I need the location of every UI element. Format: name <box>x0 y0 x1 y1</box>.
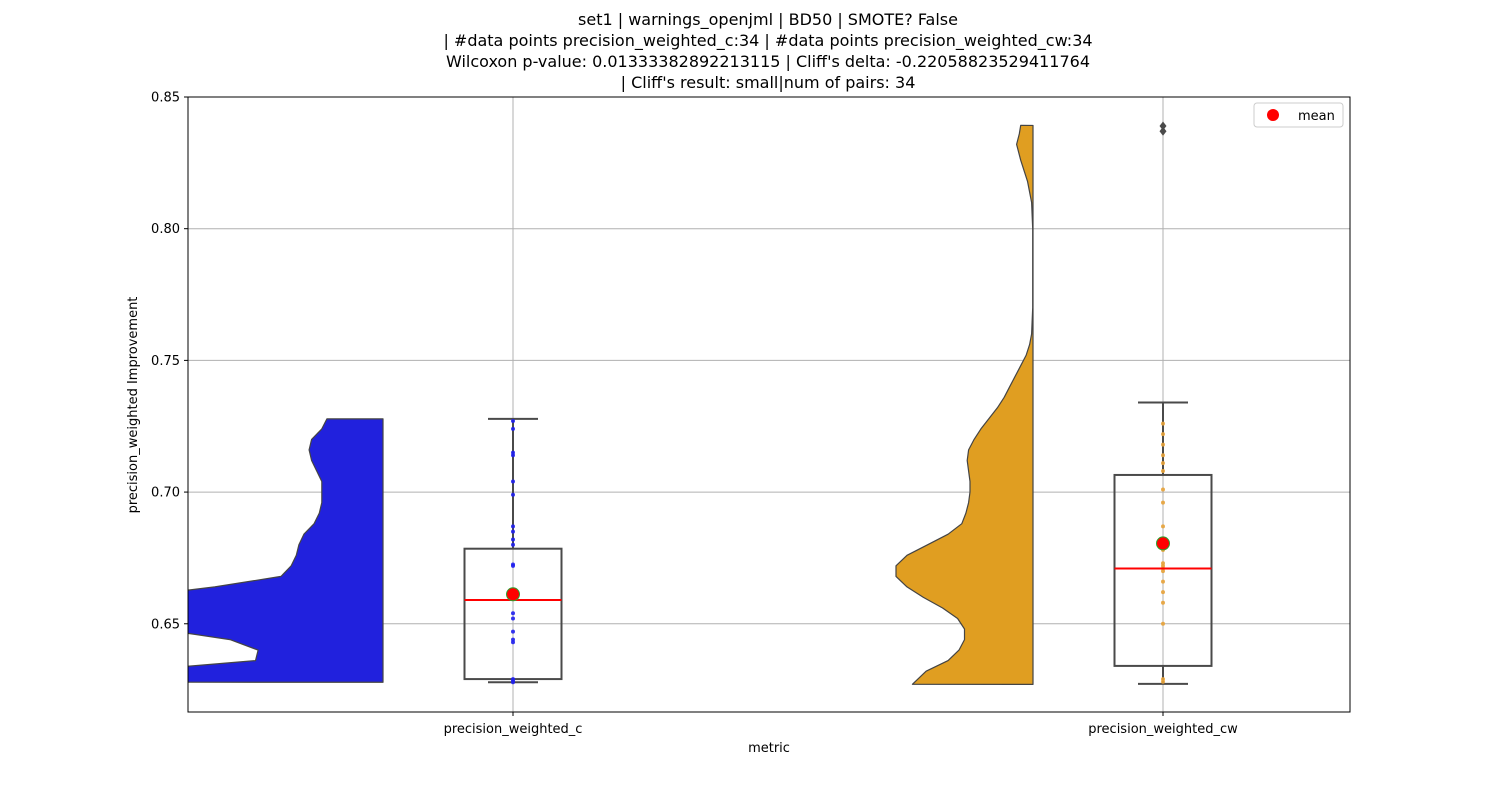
outlier-marker <box>1159 126 1167 136</box>
y-tick-label: 0.65 <box>151 617 180 632</box>
title-line-3: Wilcoxon p-value: 0.01333382892213115 | … <box>446 52 1090 71</box>
data-point <box>1161 421 1165 426</box>
title-line-1: set1 | warnings_openjml | BD50 | SMOTE? … <box>578 10 958 30</box>
y-tick-label: 0.85 <box>151 91 180 106</box>
plot-frame <box>187 96 1351 713</box>
axes: 0.65 0.70 0.75 0.80 0.85 precision_weighted_c… <box>151 91 1238 738</box>
legend: mean <box>1253 102 1344 128</box>
x-tick-label: precision_weighted_c <box>444 722 583 737</box>
y-tick-label: 0.75 <box>151 354 180 369</box>
data-point <box>1161 600 1165 605</box>
box-iqr <box>1113 473 1213 667</box>
data-point <box>511 616 515 621</box>
data-point <box>511 562 515 567</box>
data-point <box>511 418 515 423</box>
title-line-2: | #data points precision_weighted_c:34 |… <box>443 31 1092 51</box>
data-point <box>511 529 515 534</box>
plot-area <box>188 121 1213 685</box>
y-axis-label: precision_weighted Improvement <box>126 297 141 514</box>
data-point <box>511 637 515 642</box>
data-point <box>511 479 515 484</box>
legend-mean-marker <box>1267 109 1279 121</box>
x-tick-label: precision_weighted_cw <box>1088 722 1238 737</box>
data-point <box>511 426 515 431</box>
data-point <box>511 524 515 529</box>
data-point <box>1161 590 1165 595</box>
legend-frame <box>1253 102 1344 128</box>
y-tick-label: 0.80 <box>151 222 180 237</box>
legend-mean-label: mean <box>1298 109 1335 124</box>
data-point <box>1161 579 1165 584</box>
data-point <box>1161 487 1165 492</box>
data-point <box>511 450 515 455</box>
data-point <box>511 537 515 542</box>
data-point <box>1161 524 1165 529</box>
data-point <box>511 492 515 497</box>
y-tick-label: 0.70 <box>151 486 180 501</box>
data-point <box>1161 500 1165 505</box>
data-point <box>511 629 515 634</box>
title-line-4: | Cliff's result: small|num of pairs: 34 <box>621 73 916 92</box>
x-axis-label: metric <box>748 741 790 756</box>
data-point <box>511 542 515 547</box>
data-point <box>511 677 515 682</box>
data-point <box>511 611 515 616</box>
outlier-marker <box>1159 121 1167 131</box>
data-point <box>1161 461 1165 466</box>
data-point <box>1161 677 1165 682</box>
chart-title: set1 | warnings_openjml | BD50 | SMOTE? … <box>443 10 1092 92</box>
data-point <box>1161 561 1165 566</box>
data-point <box>1161 442 1165 447</box>
data-point <box>1161 621 1165 626</box>
violin-half <box>895 124 1034 685</box>
data-point <box>1161 453 1165 458</box>
violin-half <box>188 418 384 683</box>
mean-marker <box>506 587 520 602</box>
data-point <box>1161 432 1165 437</box>
mean-marker <box>1156 536 1170 551</box>
data-point <box>1161 469 1165 474</box>
